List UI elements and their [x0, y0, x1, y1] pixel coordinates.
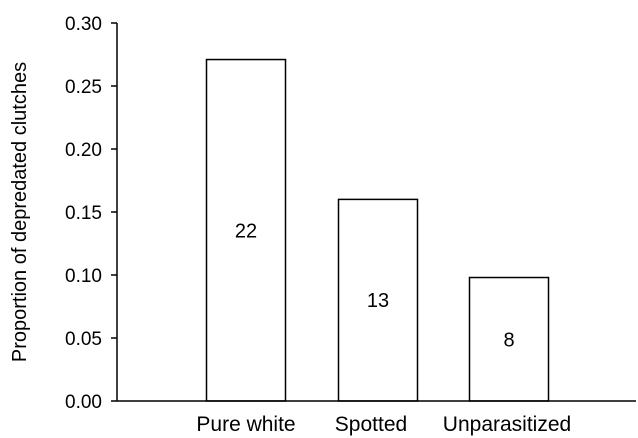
bar-count-label: 22 — [235, 220, 257, 242]
x-tick-label: Unparasitized — [443, 413, 571, 436]
y-tick-label: 0.00 — [65, 392, 102, 413]
bar-count-label: 13 — [367, 290, 389, 312]
bar-unparasitized — [468, 276, 550, 402]
y-tick-label: 0.15 — [65, 203, 102, 224]
bars: 22 13 8 — [205, 58, 550, 402]
x-axis: Pure white Spotted Unparasitized — [117, 400, 636, 436]
x-tick-label: Pure white — [196, 413, 295, 436]
y-axis-label: Proportion of depredated clutches — [9, 62, 31, 362]
y-tick-label: 0.25 — [65, 77, 102, 98]
y-tick-label: 0.30 — [65, 14, 102, 35]
x-tick-label: Spotted — [335, 413, 407, 436]
bar-count-label: 8 — [503, 329, 514, 351]
y-axis: 0.00 0.05 0.10 0.15 0.20 0.25 0.30 — [65, 14, 118, 413]
bar-pure-white — [205, 58, 287, 402]
y-tick-label: 0.10 — [65, 266, 102, 287]
y-tick-label: 0.05 — [65, 329, 102, 350]
bar-spotted — [337, 198, 419, 402]
y-tick-label: 0.20 — [65, 140, 102, 161]
